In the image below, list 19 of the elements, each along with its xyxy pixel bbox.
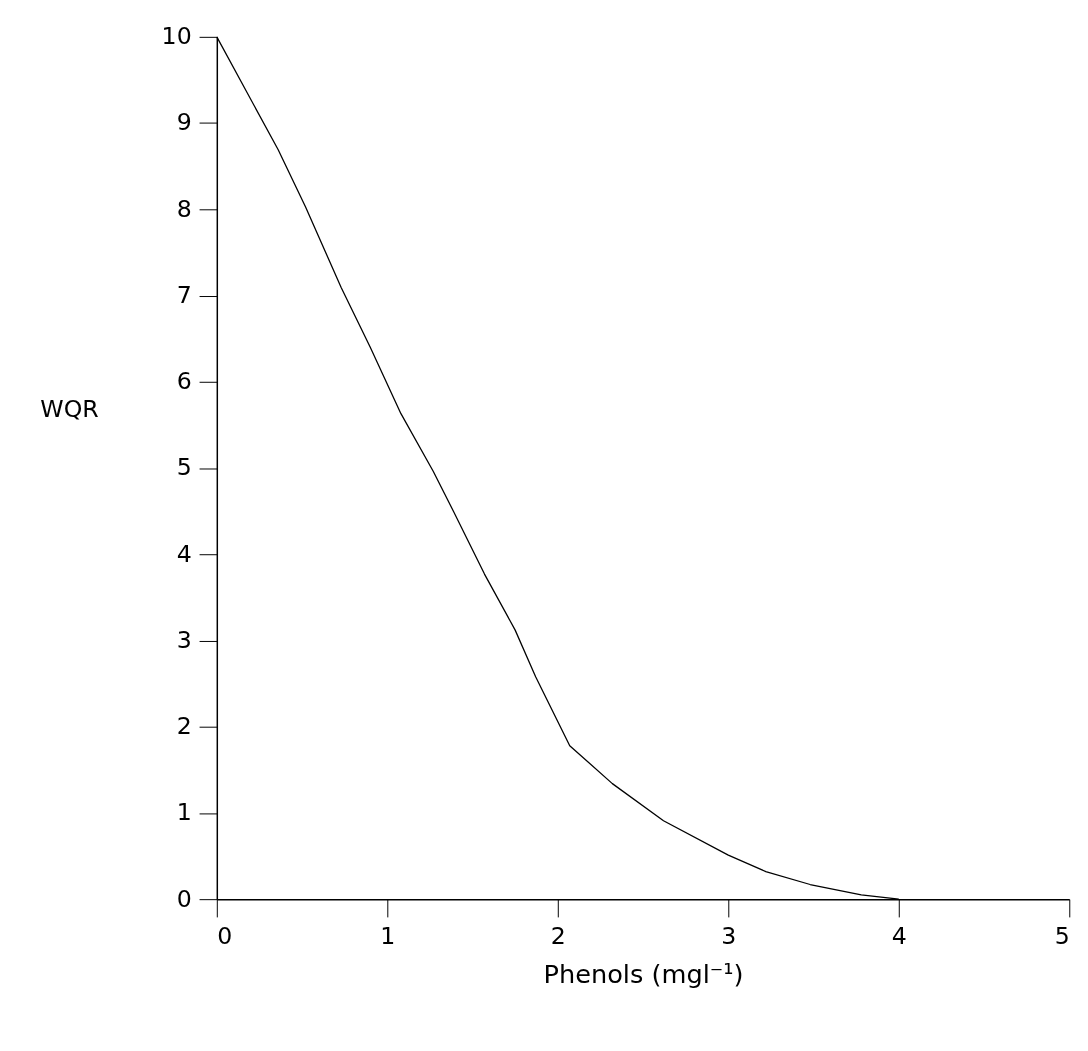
x-axis-title: Phenols (mgl⁻¹) (543, 959, 744, 990)
y-axis-title: WQR (40, 394, 99, 423)
x-tick-label: 4 (891, 922, 907, 951)
x-tick-label: 0 (217, 922, 233, 951)
y-tick-label: 0 (176, 884, 192, 913)
y-tick-label: 4 (176, 539, 192, 568)
x-tick-label: 5 (1054, 922, 1070, 951)
y-tick-label: 3 (176, 625, 192, 654)
y-tick-label: 2 (176, 712, 192, 741)
y-tick-label: 10 (161, 22, 192, 51)
y-tick-label: 1 (176, 798, 192, 827)
x-tick-label: 1 (380, 922, 396, 951)
y-tick-label: 5 (176, 453, 192, 482)
y-tick-label: 8 (176, 194, 192, 223)
x-tick-label: 2 (550, 922, 566, 951)
y-tick-label: 7 (176, 280, 192, 309)
y-tick-label: 9 (176, 108, 192, 137)
y-tick-label: 6 (176, 367, 192, 396)
x-tick-label: 3 (721, 922, 737, 951)
